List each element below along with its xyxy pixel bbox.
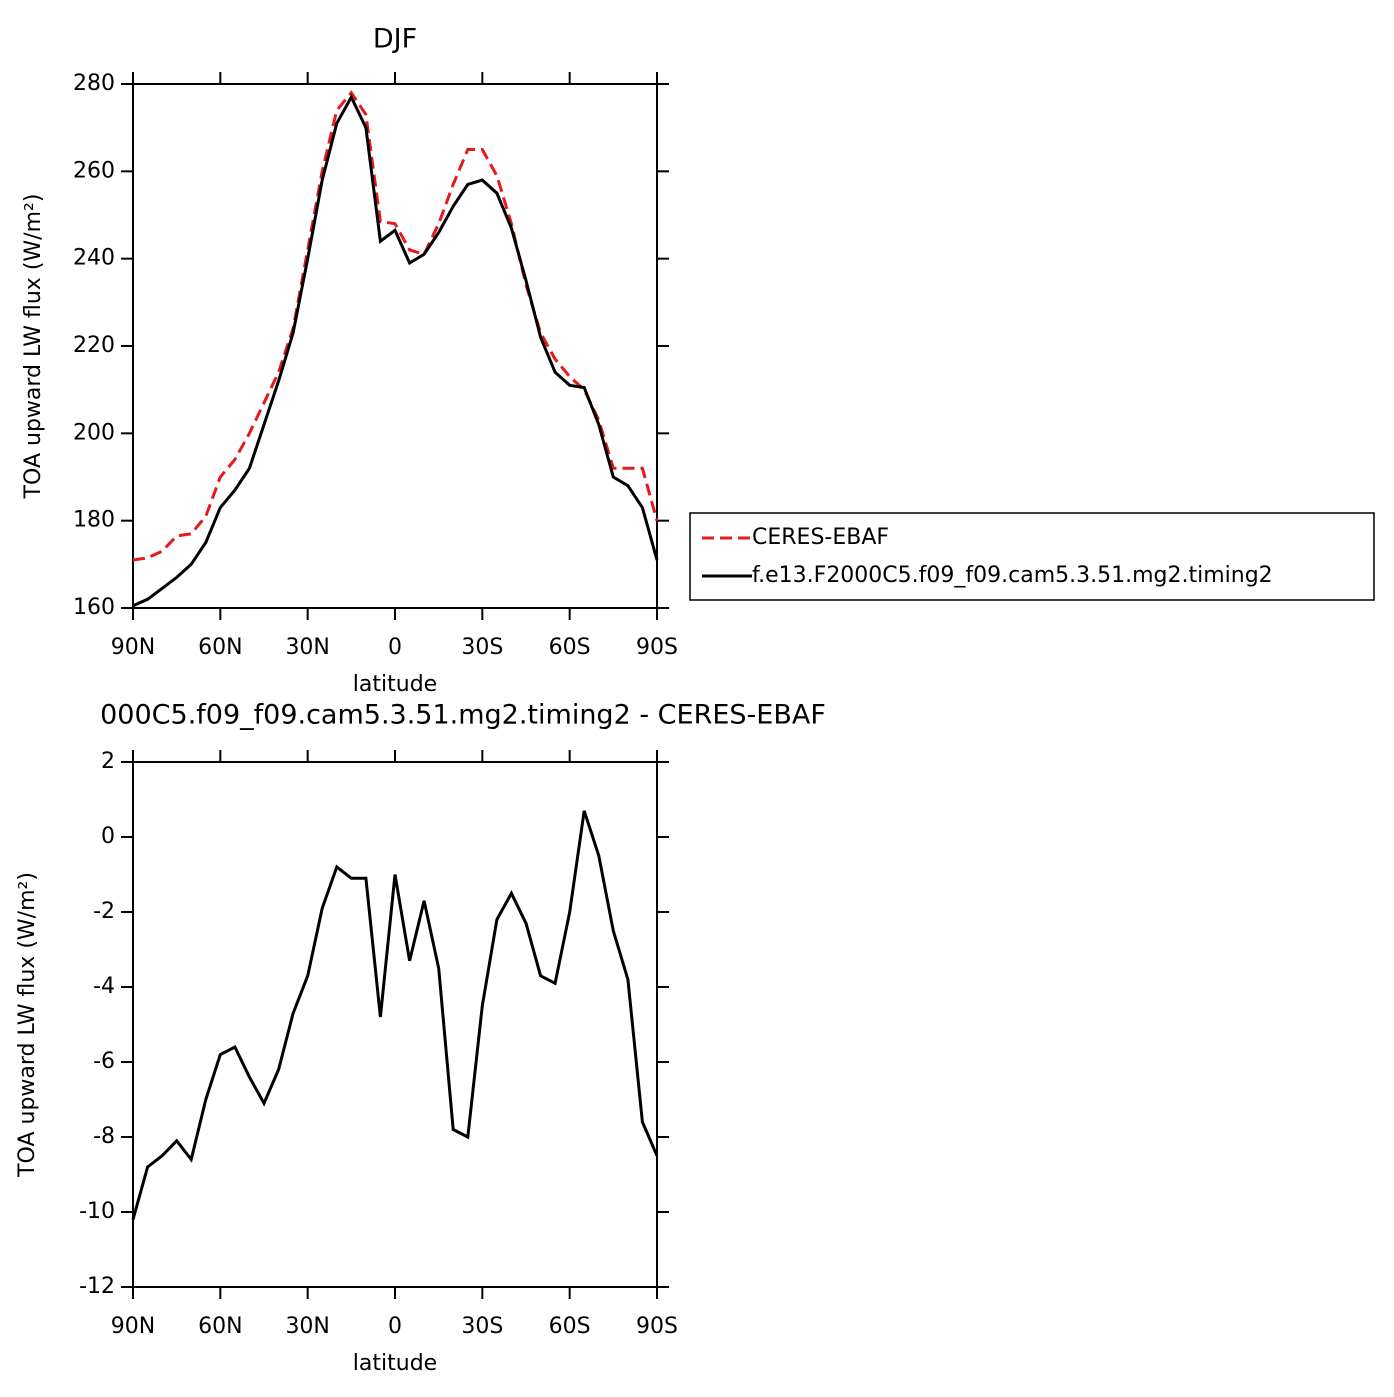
legend-label: f.e13.F2000C5.f09_f09.cam5.3.51.mg2.timi… xyxy=(752,563,1273,588)
y-tick-label: -6 xyxy=(93,1049,115,1074)
y-tick-label: 2 xyxy=(101,749,115,774)
y-tick-label: -4 xyxy=(93,974,115,999)
data-line xyxy=(131,810,659,1220)
x-tick-label: 30S xyxy=(461,635,503,660)
x-tick-label: 90N xyxy=(111,635,155,660)
x-tick-label: 0 xyxy=(388,635,402,660)
y-tick-label: 220 xyxy=(73,333,115,358)
y-tick-label: -12 xyxy=(79,1274,115,1299)
x-tick-label: 60S xyxy=(549,635,591,660)
data-line xyxy=(132,90,659,562)
y-tick-label: 160 xyxy=(73,595,115,620)
legend-box xyxy=(689,512,1375,601)
y-tick-label: 180 xyxy=(73,508,115,533)
x-tick-label: 30S xyxy=(461,1314,503,1339)
x-tick-label: 60S xyxy=(549,1314,591,1339)
y-tick-label: -2 xyxy=(93,899,115,924)
x-tick-label: 60N xyxy=(198,635,242,660)
y-axis-label: TOA upward LW flux (W/m²) xyxy=(15,872,40,1178)
y-tick-label: 280 xyxy=(73,71,115,96)
y-tick-label: -10 xyxy=(79,1199,115,1224)
x-tick-label: 60N xyxy=(198,1314,242,1339)
y-tick-label: 260 xyxy=(73,158,115,183)
x-tick-label: 90N xyxy=(111,1314,155,1339)
x-tick-label: 90S xyxy=(636,1314,678,1339)
y-tick-label: -8 xyxy=(93,1124,115,1149)
x-tick-label: 30N xyxy=(285,1314,329,1339)
x-tick-label: 0 xyxy=(388,1314,402,1339)
chart-title: DJF xyxy=(373,24,417,55)
y-tick-label: 200 xyxy=(73,420,115,445)
data-line xyxy=(132,93,659,608)
x-axis-label: latitude xyxy=(353,672,437,697)
x-axis-label: latitude xyxy=(353,1351,437,1376)
x-tick-label: 90S xyxy=(636,635,678,660)
y-axis-label: TOA upward LW flux (W/m²) xyxy=(21,194,46,500)
chart-title: 000C5.f09_f09.cam5.3.51.mg2.timing2 - CE… xyxy=(100,700,826,731)
x-tick-label: 30N xyxy=(285,635,329,660)
y-tick-label: 0 xyxy=(101,824,115,849)
y-tick-label: 240 xyxy=(73,246,115,271)
legend-label: CERES-EBAF xyxy=(752,525,889,550)
